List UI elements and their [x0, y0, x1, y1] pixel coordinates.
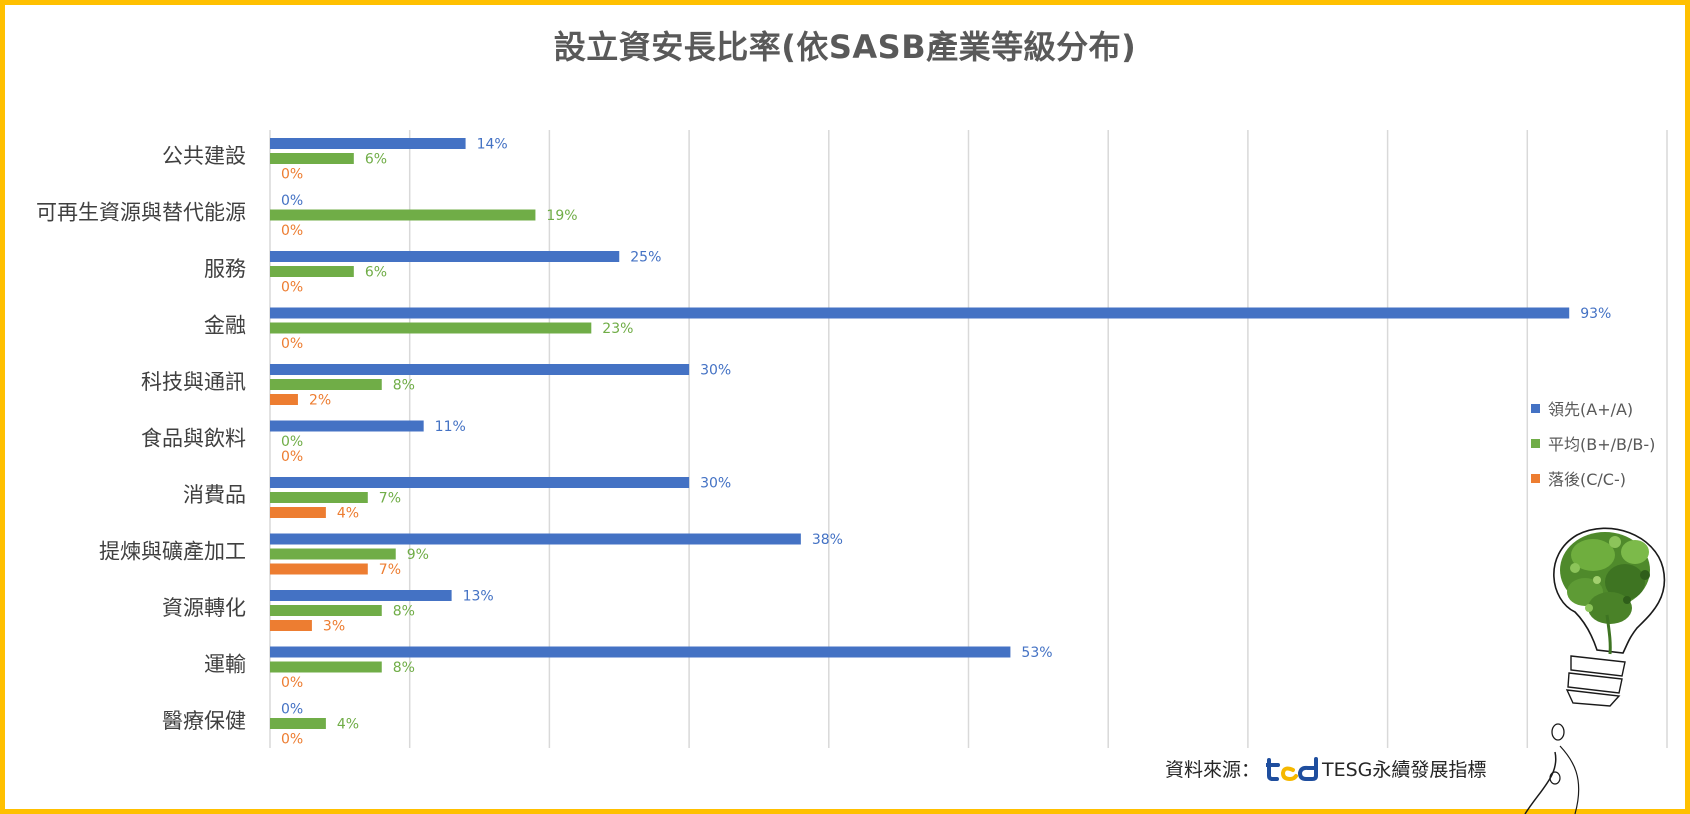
- tesg-logo-text: TESG永續發展指標: [1322, 759, 1487, 781]
- category-label: 可再生資源與替代能源: [36, 201, 246, 225]
- bar: [270, 266, 354, 277]
- category-label: 消費品: [183, 483, 246, 507]
- legend-item-leading: 領先(A+/A): [1531, 398, 1655, 419]
- category-label: 公共建設: [162, 144, 246, 168]
- bar: [270, 251, 620, 262]
- bar: [270, 420, 424, 432]
- bar: [270, 548, 396, 560]
- data-label: 30%: [700, 476, 731, 492]
- data-label: 2%: [309, 393, 331, 409]
- data-label: 19%: [546, 208, 577, 224]
- tesg-logo: TESG永續發展指標: [1266, 755, 1486, 782]
- bar: [270, 590, 452, 601]
- data-label: 4%: [337, 506, 359, 522]
- legend-label-leading: 領先(A+/A): [1548, 400, 1634, 419]
- lightbulb-plant-illustration: [1524, 527, 1666, 814]
- bar: [270, 533, 801, 545]
- bar: [270, 322, 592, 334]
- data-label: 11%: [435, 419, 466, 435]
- bar: [270, 307, 1570, 319]
- data-label: 0%: [281, 732, 303, 748]
- category-label: 醫療保健: [162, 709, 246, 733]
- bar: [270, 209, 536, 221]
- data-label: 8%: [393, 378, 415, 394]
- bar: [270, 646, 1011, 658]
- data-label: 23%: [602, 321, 633, 337]
- legend-item-average: 平均(B+/B/B-): [1531, 433, 1656, 454]
- category-label: 資源轉化: [162, 596, 246, 620]
- data-label: 7%: [379, 562, 401, 578]
- bar: [270, 477, 690, 488]
- data-label: 0%: [281, 675, 303, 691]
- legend-label-average: 平均(B+/B/B-): [1548, 435, 1656, 454]
- category-label: 運輸: [204, 653, 246, 677]
- data-label: 7%: [379, 491, 401, 507]
- bar: [270, 718, 326, 729]
- legend-swatch-lagging: [1531, 473, 1540, 483]
- bar: [270, 138, 466, 149]
- chart-title: 設立資安長比率(依SASB產業等級分布): [553, 28, 1137, 66]
- bar: [270, 620, 312, 631]
- category-label: 金融: [204, 314, 246, 338]
- bar: [270, 507, 326, 518]
- data-label: 53%: [1021, 645, 1052, 661]
- legend-swatch-leading: [1531, 403, 1540, 413]
- bar: [270, 364, 690, 375]
- bar: [270, 605, 382, 616]
- data-label: 4%: [337, 717, 359, 733]
- bar: [270, 394, 298, 405]
- category-label: 食品與飲料: [141, 427, 246, 451]
- bar: [270, 379, 382, 390]
- legend-item-lagging: 落後(C/C-): [1531, 468, 1655, 489]
- data-label: 0%: [281, 449, 303, 465]
- category-label: 科技與通訊: [141, 370, 246, 394]
- data-label: 0%: [281, 702, 303, 718]
- source-label: 資料來源：: [1165, 759, 1261, 781]
- tesg-logo-icon: [1266, 756, 1319, 781]
- data-label: 6%: [365, 265, 387, 281]
- bar: [270, 153, 354, 164]
- bar: [270, 492, 368, 503]
- data-label: 30%: [700, 363, 731, 379]
- data-label: 0%: [281, 434, 303, 450]
- data-label: 93%: [1580, 306, 1611, 322]
- data-label: 0%: [281, 336, 303, 352]
- data-label: 0%: [281, 193, 303, 209]
- data-label: 13%: [463, 589, 494, 605]
- data-label: 0%: [281, 280, 303, 296]
- category-label: 提煉與礦產加工: [99, 540, 246, 564]
- data-label: 25%: [630, 250, 661, 266]
- legend-label-lagging: 落後(C/C-): [1548, 470, 1626, 489]
- data-label: 0%: [281, 167, 303, 183]
- data-label: 14%: [477, 137, 508, 153]
- chart-legend: 領先(A+/A) 平均(B+/B/B-) 落後(C/C-): [1531, 398, 1655, 503]
- source-credit: 資料來源： TESG永續發展指標: [1165, 755, 1486, 782]
- legend-swatch-average: [1531, 438, 1540, 448]
- data-label: 6%: [365, 152, 387, 168]
- data-label: 3%: [323, 619, 345, 635]
- category-label: 服務: [204, 257, 246, 281]
- bar: [270, 661, 382, 673]
- data-label: 9%: [407, 547, 429, 563]
- data-label: 38%: [812, 532, 843, 548]
- bar: [270, 563, 368, 575]
- data-label: 0%: [281, 223, 303, 239]
- data-label: 8%: [393, 604, 415, 620]
- data-label: 8%: [393, 660, 415, 676]
